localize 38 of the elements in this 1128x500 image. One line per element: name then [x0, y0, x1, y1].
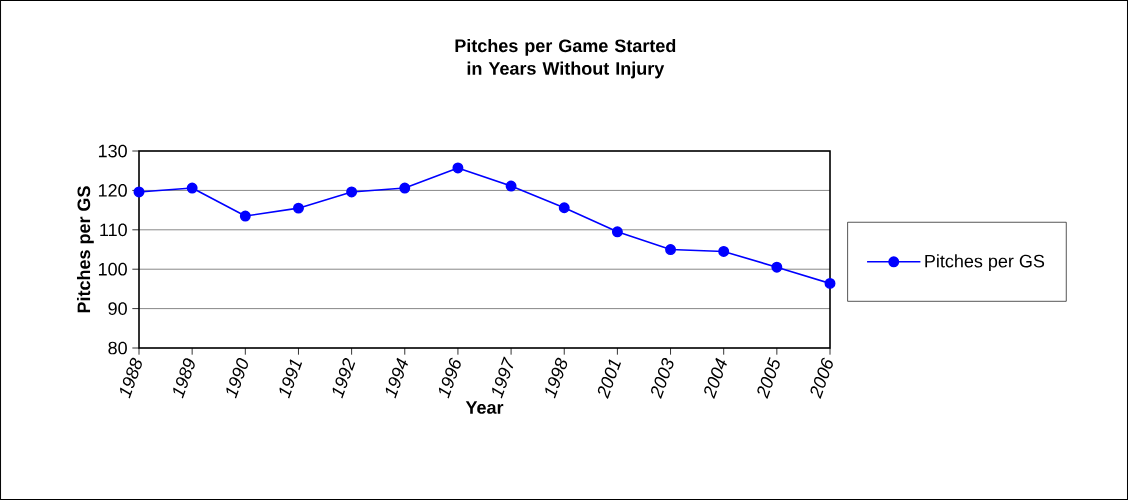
x-tick-label: 2006 [810, 357, 833, 399]
x-tick-label: 1988 [120, 357, 142, 399]
x-tick-label: 1998 [545, 357, 568, 399]
point [611, 226, 623, 238]
x-tick-label: 1989 [173, 358, 195, 399]
x-tick-label: 1994 [385, 357, 408, 399]
point [452, 162, 464, 174]
point [293, 202, 304, 214]
chart-title: Pitches per Game Started in Years Without Injury [455, 38, 676, 79]
point [771, 261, 783, 273]
point [665, 244, 677, 255]
y-tick-label: 120 [98, 184, 127, 197]
y-tick-label: 100 [98, 262, 127, 276]
x-tick-label: 2004 [704, 357, 727, 399]
x-axis-title: Year [465, 401, 504, 414]
legend-label: Pitches per GS [925, 254, 1045, 272]
x-tick-label: 1996 [438, 357, 461, 399]
x-tick-label: 1997 [492, 356, 514, 399]
y-tick-label: 110 [100, 223, 127, 237]
point [346, 186, 358, 198]
y-tick-label: 90 [108, 302, 127, 315]
x-tick-label: 2001 [597, 359, 621, 399]
x-tick-label: 2005 [757, 356, 780, 399]
point [133, 186, 145, 198]
point [824, 277, 836, 289]
y-tick-label: 130 [98, 144, 127, 158]
point [505, 180, 517, 192]
point [399, 182, 411, 194]
x-tick-label: 1992 [332, 358, 356, 399]
point [558, 202, 570, 214]
point [239, 210, 251, 222]
x-tick-label: 2003 [651, 357, 674, 399]
x-tick-label: 1990 [226, 358, 248, 399]
point [186, 182, 198, 194]
y-tick-label: 80 [108, 341, 127, 355]
y-axis-title: Pitches per GS [76, 186, 94, 313]
x-tick-label: 1991 [279, 359, 303, 399]
point [718, 246, 730, 257]
